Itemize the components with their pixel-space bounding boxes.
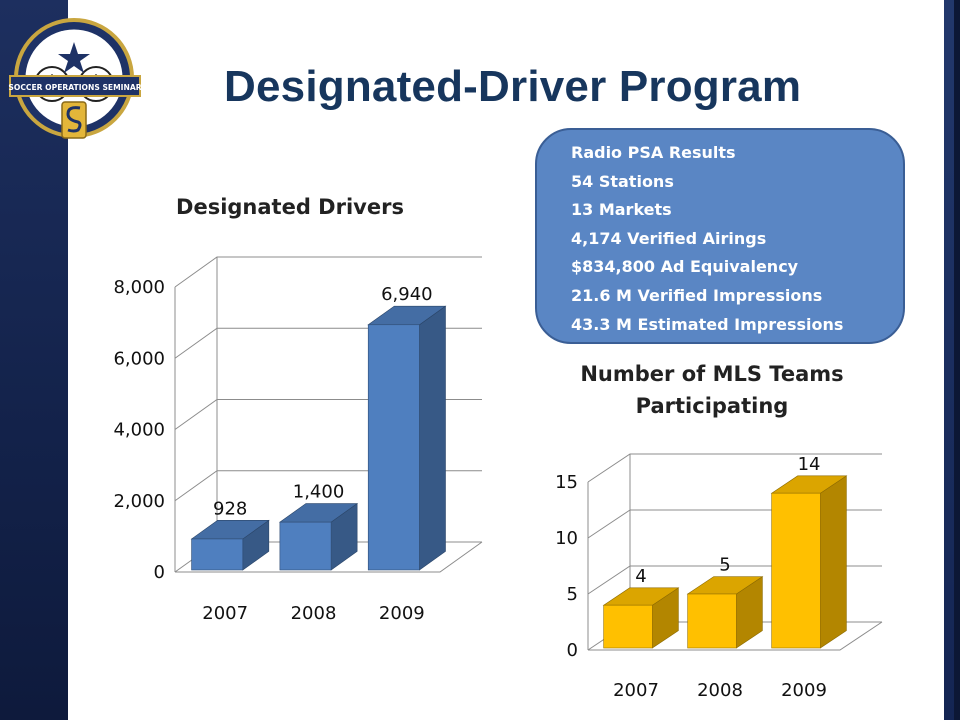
chart-title: Designated Drivers <box>176 195 404 219</box>
x-tick-label: 2009 <box>379 603 425 624</box>
seminar-logo: 2010 SOCCER OPERATIONS SEMINAR <box>8 18 142 139</box>
data-label: 1,400 <box>293 482 345 503</box>
data-label: 928 <box>213 498 247 519</box>
callout-line: 21.6 M Verified Impressions <box>571 285 823 305</box>
callout-line: 43.3 M Estimated Impressions <box>571 314 844 334</box>
bar <box>771 492 821 649</box>
data-label: 14 <box>798 454 821 475</box>
floor-edge <box>175 541 483 573</box>
data-label: 4 <box>635 566 646 587</box>
radio-psa-callout: Radio PSA Results 54 Stations 13 Markets… <box>535 128 905 344</box>
x-tick-label: 2008 <box>291 603 337 624</box>
bar <box>279 521 332 571</box>
floor-edge <box>588 621 883 651</box>
x-tick-label: 2007 <box>613 680 659 701</box>
y-tick-label: 0 <box>567 640 578 661</box>
callout-line: $834,800 Ad Equivalency <box>571 257 799 277</box>
chart-title: Number of MLS Teams <box>580 362 843 386</box>
callout-line: 4,174 Verified Airings <box>571 228 767 248</box>
bar-side <box>820 475 847 649</box>
logo-year: 2010 <box>60 30 88 41</box>
x-tick-label: 2008 <box>697 680 743 701</box>
y-tick-label: 2,000 <box>113 491 165 512</box>
y-tick-label: 15 <box>555 472 578 493</box>
y-tick-label: 10 <box>555 528 578 549</box>
x-tick-label: 2007 <box>202 603 248 624</box>
logo-name: SOCCER OPERATIONS SEMINAR <box>8 83 141 92</box>
y-tick-label: 0 <box>154 562 165 583</box>
callout-heading: Radio PSA Results <box>571 143 736 162</box>
x-tick-label: 2009 <box>781 680 827 701</box>
chart-title: Participating <box>636 394 789 418</box>
y-tick-label: 5 <box>567 584 578 605</box>
bar <box>191 538 244 571</box>
y-tick-label: 4,000 <box>113 420 165 441</box>
bar <box>367 324 420 571</box>
callout-line: 13 Markets <box>571 200 672 220</box>
y-tick-label: 8,000 <box>113 277 165 298</box>
right-decorative-bar <box>944 0 960 720</box>
bar <box>603 604 653 649</box>
callout-line: 54 Stations <box>571 171 674 191</box>
data-label: 5 <box>719 555 730 576</box>
page-title: Designated-Driver Program <box>224 62 802 111</box>
data-label: 6,940 <box>381 284 433 305</box>
y-tick-label: 6,000 <box>113 348 165 369</box>
bar <box>687 593 737 649</box>
